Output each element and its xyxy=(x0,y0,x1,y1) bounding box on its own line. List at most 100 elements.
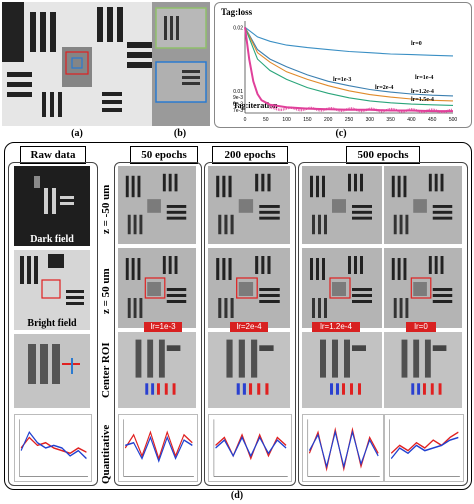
series-line-lr-2e-4 xyxy=(244,27,454,106)
x-tick-label: 500 xyxy=(449,117,458,123)
blue-profile-line xyxy=(125,435,193,463)
target-graphic xyxy=(384,166,462,244)
lr-tag-200: lr=2e-4 xyxy=(230,322,268,332)
target-graphic xyxy=(208,332,290,408)
reconstruction-tile xyxy=(302,166,382,244)
col500-box xyxy=(298,162,468,486)
center-roi-tile xyxy=(302,332,382,408)
blue-profile-line xyxy=(308,429,379,469)
reconstruction-tile xyxy=(118,248,196,328)
x-tick-label: 350 xyxy=(386,117,395,123)
profile-plot xyxy=(19,419,88,477)
legend-label: lr=1e-4 xyxy=(415,75,433,81)
panel-d-frame xyxy=(4,142,472,490)
x-tick-label: 250 xyxy=(345,117,354,123)
reconstruction-tile xyxy=(384,166,462,244)
row-label-quantitative: Quantitative xyxy=(100,424,112,484)
legend-label: lr=1.5e-4 xyxy=(411,97,434,103)
x-tick-label: 150 xyxy=(303,117,312,123)
x-tick-label: 450 xyxy=(428,117,437,123)
series-line-lr-1-2e-4 xyxy=(244,27,454,102)
red-profile-line xyxy=(124,430,193,461)
epoch-header-200: 200 epochs xyxy=(212,146,288,164)
target-graphic xyxy=(118,166,196,244)
loss-chart: Tag:loss Tag:iteration 0 50 100 150 200 250 300 3… xyxy=(221,7,458,123)
lr-tag-500b: lr=0 xyxy=(406,322,436,332)
y-tick-label: 9e-3 xyxy=(233,95,243,101)
center-roi-tile xyxy=(208,332,290,408)
epoch-header-50: 50 epochs xyxy=(130,146,198,164)
raw-column-box xyxy=(8,162,98,486)
blue-profile-line xyxy=(390,436,459,460)
epoch-header-500: 500 epochs xyxy=(346,146,420,164)
raw-roi-graphic xyxy=(14,334,90,408)
center-roi-tile xyxy=(384,332,462,408)
target-graphic xyxy=(384,332,462,408)
legend-label: lr=0 xyxy=(411,41,422,47)
dark-field-image xyxy=(14,166,90,246)
lr-tag-50: lr=1e-3 xyxy=(144,322,182,332)
center-roi-tile xyxy=(118,332,196,408)
chart-title: Tag:loss xyxy=(221,7,253,17)
x-tick-label: 100 xyxy=(282,117,291,123)
reconstruction-tile xyxy=(208,166,290,244)
target-graphic xyxy=(208,166,290,244)
row-label-center-roi: Center ROI xyxy=(100,342,112,398)
col50-box xyxy=(114,162,202,486)
loss-chart-frame: Tag:loss Tag:iteration 0 50 100 150 200 250 300 3… xyxy=(214,2,472,128)
reconstruction-tile xyxy=(118,166,196,244)
reconstruction-tile xyxy=(208,248,290,328)
panel-b-image xyxy=(152,2,210,126)
bright-field-graphic xyxy=(14,250,90,330)
panel-label-c: (c) xyxy=(335,128,347,139)
target-graphic xyxy=(302,248,382,328)
target-graphic xyxy=(302,166,382,244)
usaf-target-graphic xyxy=(2,2,152,126)
dark-field-label: Dark field xyxy=(30,234,74,245)
red-profile-line xyxy=(390,431,459,454)
y-tick-label: 0.01 xyxy=(233,89,243,95)
x-tick-label: 50 xyxy=(263,117,269,123)
profile-plot xyxy=(123,419,194,477)
blue-profile-line xyxy=(20,430,87,460)
panel-label-b: (b) xyxy=(173,128,187,139)
chart-xlabel: Tag:iteration xyxy=(233,101,278,110)
y-tick-label: 8e-3 xyxy=(233,101,243,107)
bright-field-label: Bright field xyxy=(27,318,77,329)
target-graphic xyxy=(118,248,196,328)
profile-plot xyxy=(389,419,460,477)
lr-tag-500a: lr=1.2e-4 xyxy=(312,322,360,332)
target-graphic xyxy=(208,248,290,328)
panel-label-a: (a) xyxy=(71,128,83,139)
x-tick-label: 200 xyxy=(324,117,333,123)
row-label-z-neg50: z = -50 um xyxy=(100,184,112,234)
red-profile-line xyxy=(308,426,379,472)
bright-field-image xyxy=(14,250,90,330)
quantitative-plot xyxy=(118,414,198,482)
blue-profile-line xyxy=(215,436,287,458)
row-label-z-pos50: z = 50 um xyxy=(100,268,112,314)
reconstruction-tile xyxy=(384,248,462,328)
x-tick-label: 400 xyxy=(407,117,416,123)
panel-label-d: (d) xyxy=(230,490,244,501)
quantitative-plot xyxy=(302,414,384,482)
target-graphic xyxy=(384,248,462,328)
y-tick-label: 0.02 xyxy=(233,25,243,31)
profile-plot xyxy=(213,419,288,477)
series-line-lr-0 xyxy=(244,26,454,57)
raw-data-header: Raw data xyxy=(20,146,86,164)
x-tick-label: 0 xyxy=(244,117,247,123)
quantitative-plot xyxy=(384,414,464,482)
quantitative-plot xyxy=(14,414,92,482)
legend-label: lr=1e-3 xyxy=(333,77,351,83)
dark-field-graphic xyxy=(14,166,90,246)
target-graphic xyxy=(302,332,382,408)
y-tick-label: 7e-3 xyxy=(233,108,243,114)
legend-label: lr=2e-4 xyxy=(375,85,393,91)
panel-a-image xyxy=(2,2,152,126)
quantitative-plot xyxy=(208,414,292,482)
red-profile-line xyxy=(20,436,87,455)
roi-zoom-graphic xyxy=(152,2,210,126)
legend-label: lr=1.2e-4 xyxy=(411,89,434,95)
series-line-lr-1e-4 xyxy=(244,27,454,97)
